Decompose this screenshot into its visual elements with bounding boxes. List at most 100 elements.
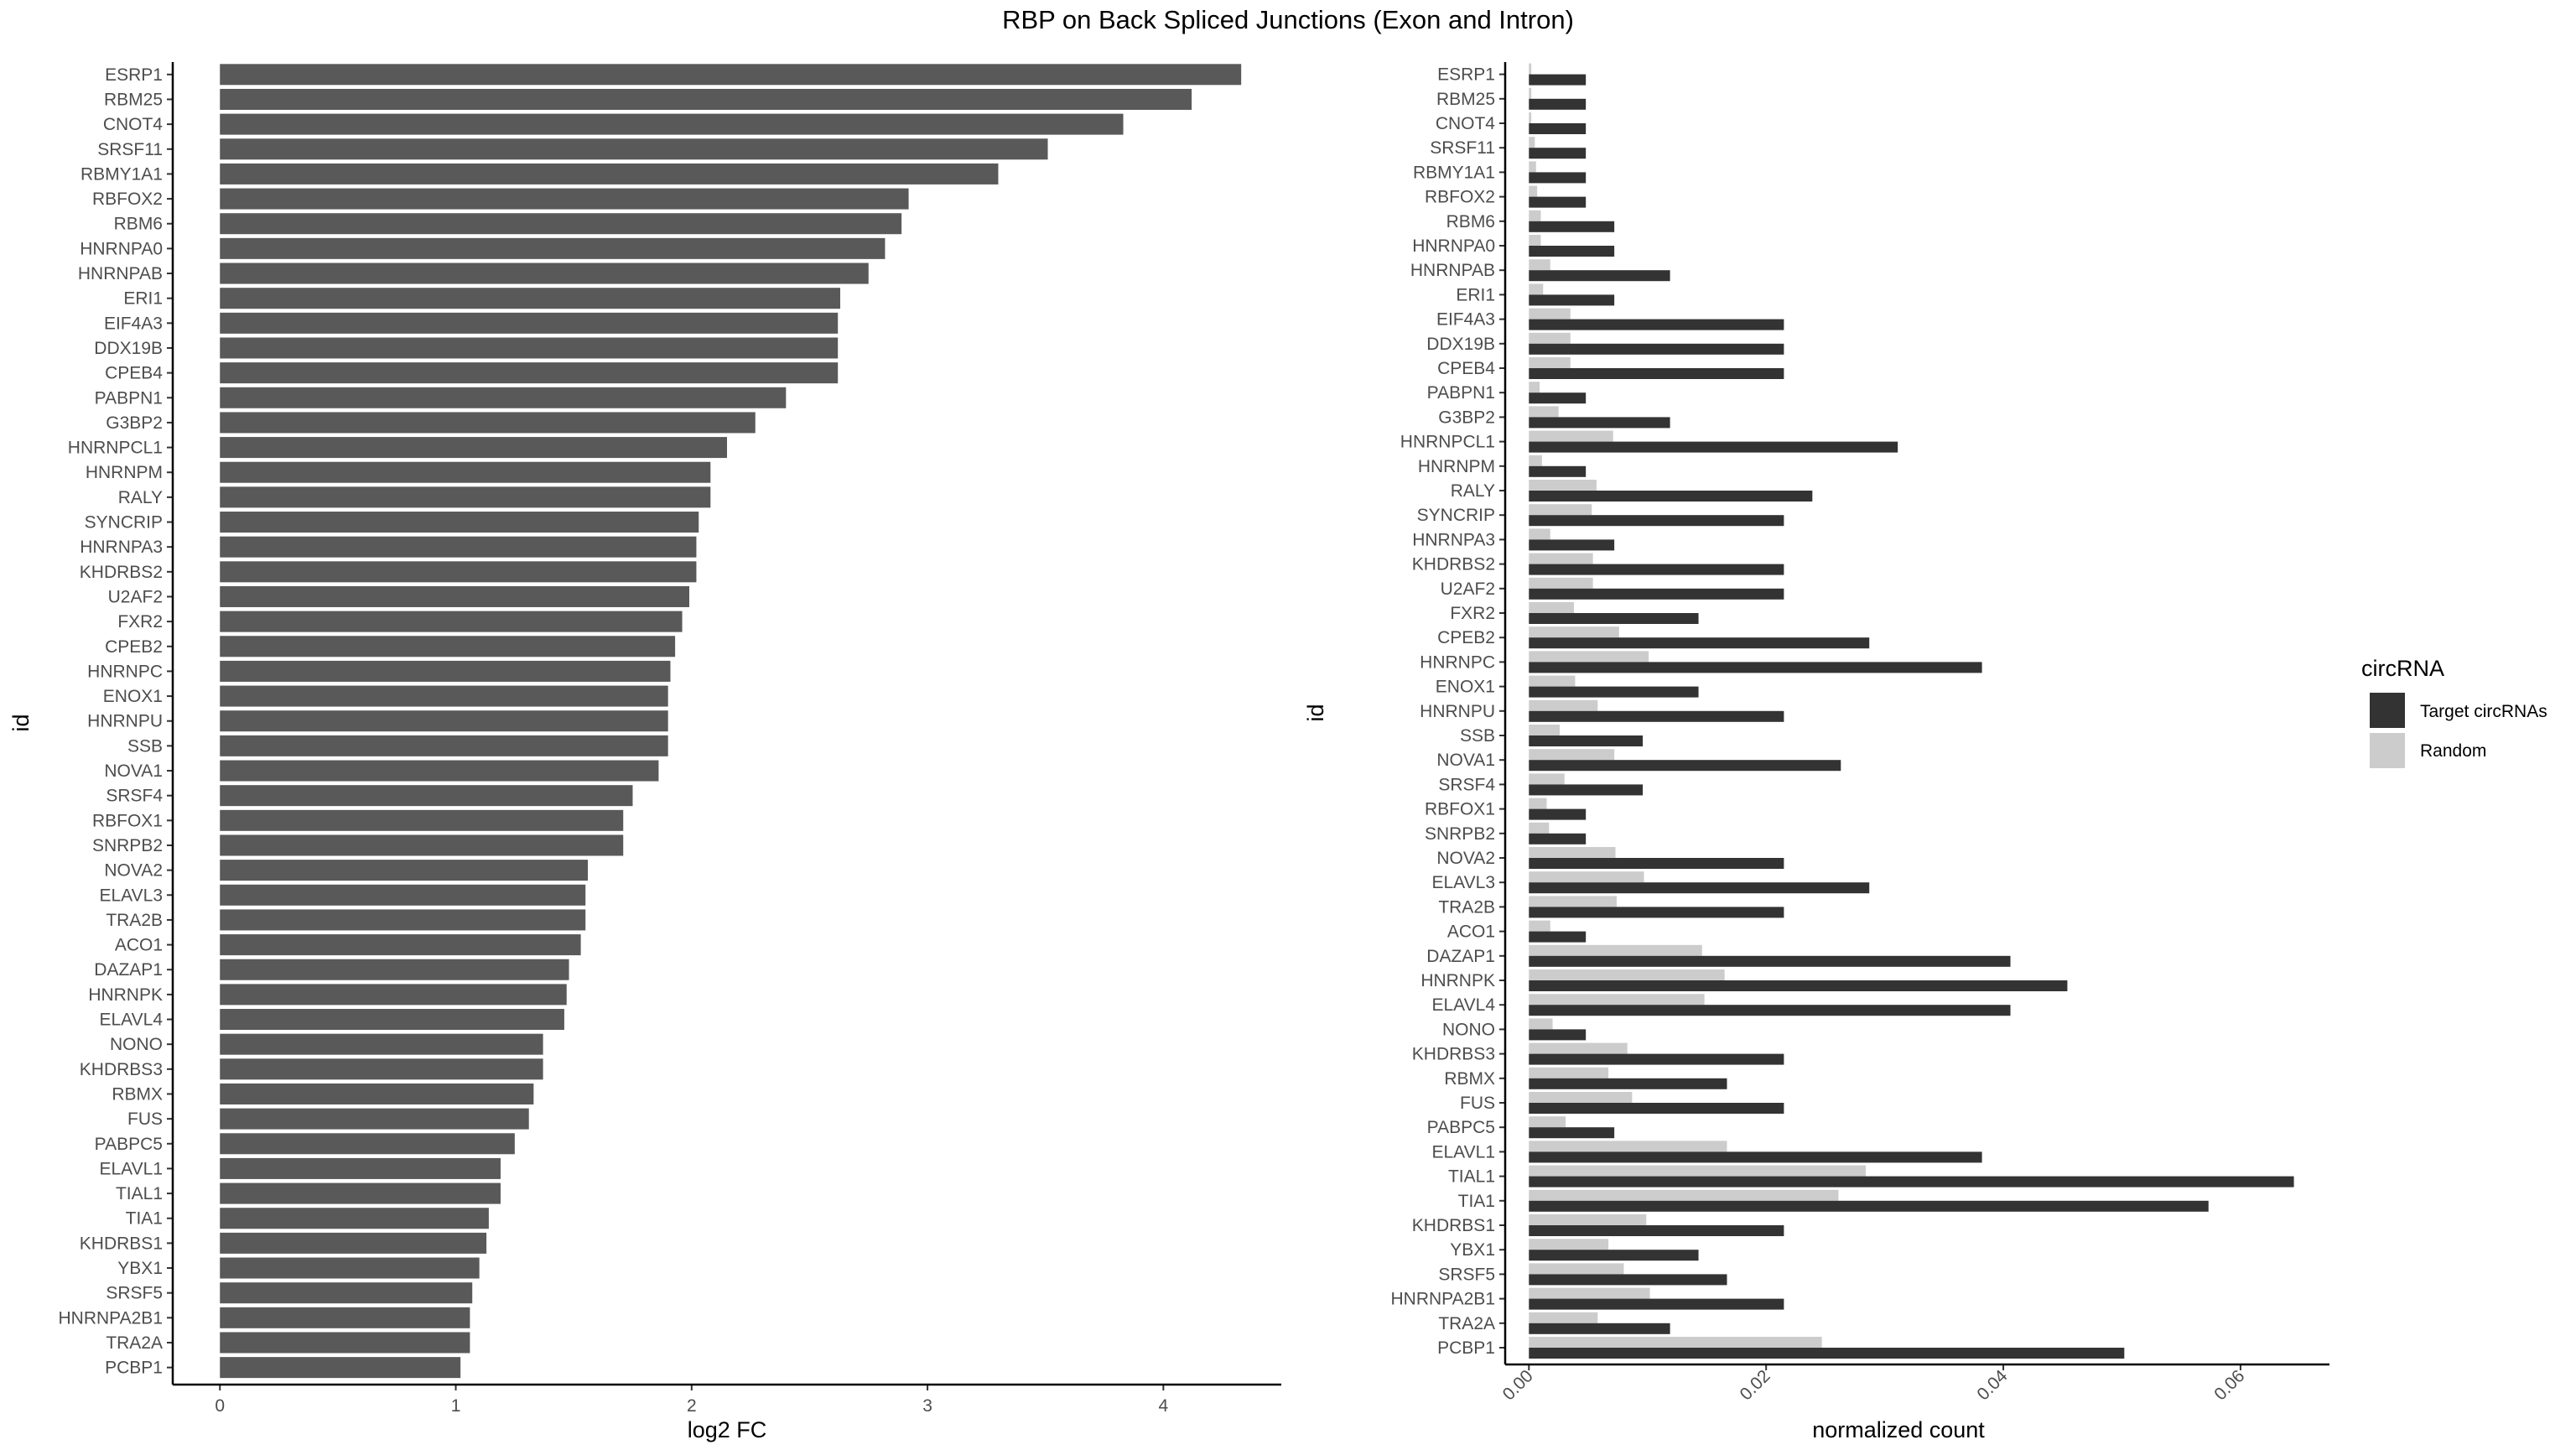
bar-random-ybx1 [1529, 1239, 1609, 1250]
left-y-axis-title: id [8, 714, 34, 731]
right-y-tick-label-snrpb2: SNRPB2 [1425, 824, 1495, 844]
bar-target-circrnas-hnrnpcl1 [1529, 441, 1898, 453]
right-y-tick-label-esrp1: ESRP1 [1437, 65, 1495, 85]
right-y-tick-label-fxr2: FXR2 [1450, 604, 1495, 623]
left-y-tick-label-syncrip: SYNCRIP [85, 513, 163, 533]
bar-log2fc-tra2a [220, 1332, 470, 1354]
legend-swatch-target-circrnas [2370, 693, 2405, 728]
left-x-tick-label-4: 4 [1159, 1396, 1169, 1416]
right-y-tick-label-elavl4: ELAVL4 [1432, 995, 1496, 1015]
left-y-tick-label-nono: NONO [110, 1035, 163, 1054]
left-y-tick-label-ddx19b: DDX19B [94, 339, 163, 358]
bar-log2fc-esrp1 [220, 64, 1242, 86]
bar-random-rbmx [1529, 1067, 1609, 1078]
right-y-tick-label-dazap1: DAZAP1 [1426, 947, 1495, 966]
right-y-tick-label-tra2a: TRA2A [1438, 1314, 1495, 1333]
bar-log2fc-hnrnpa0 [220, 237, 886, 259]
bar-target-circrnas-tial1 [1529, 1176, 2294, 1188]
left-y-tick-label-elavl1: ELAVL1 [100, 1159, 164, 1178]
bar-target-circrnas-hnrnpc [1529, 662, 1982, 673]
bar-log2fc-ddx19b [220, 337, 839, 359]
bar-log2fc-rbmy1a1 [220, 163, 999, 184]
left-y-tick-label-hnrnpm: HNRNPM [86, 463, 163, 482]
bar-target-circrnas-rbmx [1529, 1078, 1727, 1089]
right-y-tick-label-rbfox1: RBFOX1 [1425, 800, 1495, 819]
bar-target-circrnas-elavl3 [1529, 882, 1870, 894]
bar-log2fc-hnrnpk [220, 984, 567, 1006]
bar-target-circrnas-g3bp2 [1529, 417, 1670, 429]
right-y-tick-label-hnrnpa3: HNRNPA3 [1412, 530, 1495, 549]
bar-log2fc-cpeb2 [220, 636, 676, 657]
bar-target-circrnas-cpeb4 [1529, 368, 1784, 379]
right-y-tick-label-hnrnpk: HNRNPK [1420, 971, 1495, 990]
left-y-tick-label-eif4a3: EIF4A3 [104, 314, 163, 333]
right-y-axis-title: id [1303, 704, 1328, 721]
right-y-tick-label-eri1: ERI1 [1456, 285, 1495, 304]
left-y-tick-label-snrpb2: SNRPB2 [92, 836, 163, 855]
legend: circRNA Target circRNAs Random [2361, 656, 2547, 768]
right-y-tick-label-ddx19b: DDX19B [1426, 335, 1495, 354]
right-y-tick-label-hnrnpab: HNRNPAB [1410, 261, 1495, 280]
left-y-tick-label-tra2b: TRA2B [106, 911, 163, 930]
right-y-tick-label-srsf5: SRSF5 [1438, 1265, 1495, 1284]
left-y-tick-label-srsf11: SRSF11 [97, 140, 163, 159]
left-y-tick-label-hnrnpc: HNRNPC [87, 662, 163, 681]
right-y-tick-label-hnrnpa0: HNRNPA0 [1412, 236, 1495, 256]
left-y-tick-label-fus: FUS [127, 1110, 163, 1129]
bar-log2fc-u2af2 [220, 585, 689, 607]
left-y-tick-label-rbm6: RBM6 [114, 215, 163, 234]
bar-target-circrnas-hnrnpa0 [1529, 246, 1615, 257]
right-y-tick-label-elavl1: ELAVL1 [1432, 1142, 1496, 1162]
right-y-tick-label-srsf4: SRSF4 [1438, 775, 1495, 794]
left-y-tick-label-khdrbs2: KHDRBS2 [80, 563, 163, 582]
bar-target-circrnas-khdrbs1 [1529, 1225, 1784, 1236]
right-y-tick-label-raly: RALY [1451, 481, 1495, 501]
bar-log2fc-syncrip [220, 512, 699, 533]
legend-label-random: Random [2420, 741, 2486, 761]
bar-target-circrnas-pabpc5 [1529, 1127, 1615, 1139]
bar-target-circrnas-nono [1529, 1029, 1587, 1041]
left-y-tick-label-hnrnpa0: HNRNPA0 [80, 239, 163, 258]
bar-log2fc-nova1 [220, 760, 659, 782]
bar-log2fc-eri1 [220, 288, 841, 309]
legend-swatch-random [2370, 733, 2405, 768]
right-x-axis-title: normalized count [1812, 1417, 1985, 1442]
bar-random-khdrbs1 [1529, 1214, 1647, 1225]
left-y-tick-label-hnrnpa2b1: HNRNPA2B1 [59, 1308, 163, 1328]
bar-log2fc-cnot4 [220, 113, 1124, 135]
right-y-tick-label-aco1: ACO1 [1447, 922, 1495, 942]
bar-target-circrnas-pcbp1 [1529, 1348, 2125, 1359]
right-panel: ESRP1 RBM25 CNOT4 SRSF11 RBMY1A1 RBFOX2 RBM6 HN… [1303, 62, 2329, 1442]
bar-random-snrpb2 [1529, 822, 1550, 834]
left-y-tick-label-tia1: TIA1 [126, 1209, 163, 1229]
bar-random-khdrbs3 [1529, 1042, 1628, 1054]
right-y-tick-label-hnrnpm: HNRNPM [1418, 457, 1495, 476]
right-y-tick-label-elavl3: ELAVL3 [1432, 873, 1496, 892]
bar-random-hnrnpa0 [1529, 235, 1541, 246]
bar-target-circrnas-hnrnpa3 [1529, 539, 1615, 551]
bar-random-hnrnpc [1529, 651, 1649, 663]
bar-random-eif4a3 [1529, 308, 1571, 320]
bar-random-pabpn1 [1529, 382, 1540, 393]
right-y-tick-label-nova2: NOVA2 [1436, 849, 1495, 868]
left-y-tick-label-raly: RALY [118, 488, 163, 507]
bar-target-circrnas-cpeb2 [1529, 637, 1870, 649]
bar-target-circrnas-rbm6 [1529, 221, 1615, 232]
bar-log2fc-tia1 [220, 1208, 489, 1229]
bar-random-nova1 [1529, 749, 1615, 761]
bar-log2fc-nova2 [220, 860, 589, 881]
bar-target-circrnas-elavl1 [1529, 1151, 1982, 1163]
bar-target-circrnas-eif4a3 [1529, 319, 1784, 330]
bar-random-hnrnpcl1 [1529, 430, 1613, 442]
left-y-tick-label-tra2a: TRA2A [106, 1333, 163, 1353]
right-y-tick-label-eif4a3: EIF4A3 [1436, 310, 1495, 330]
bar-random-cpeb2 [1529, 626, 1619, 638]
left-y-tick-label-rbm25: RBM25 [104, 90, 163, 109]
bar-random-ddx19b [1529, 332, 1571, 344]
left-y-tick-label-hnrnpab: HNRNPAB [78, 264, 163, 283]
bar-log2fc-raly [220, 486, 711, 508]
bar-target-circrnas-eri1 [1529, 294, 1615, 306]
bar-log2fc-pabpc5 [220, 1133, 515, 1155]
bar-target-circrnas-aco1 [1529, 931, 1587, 943]
right-bars [1529, 63, 2294, 1359]
